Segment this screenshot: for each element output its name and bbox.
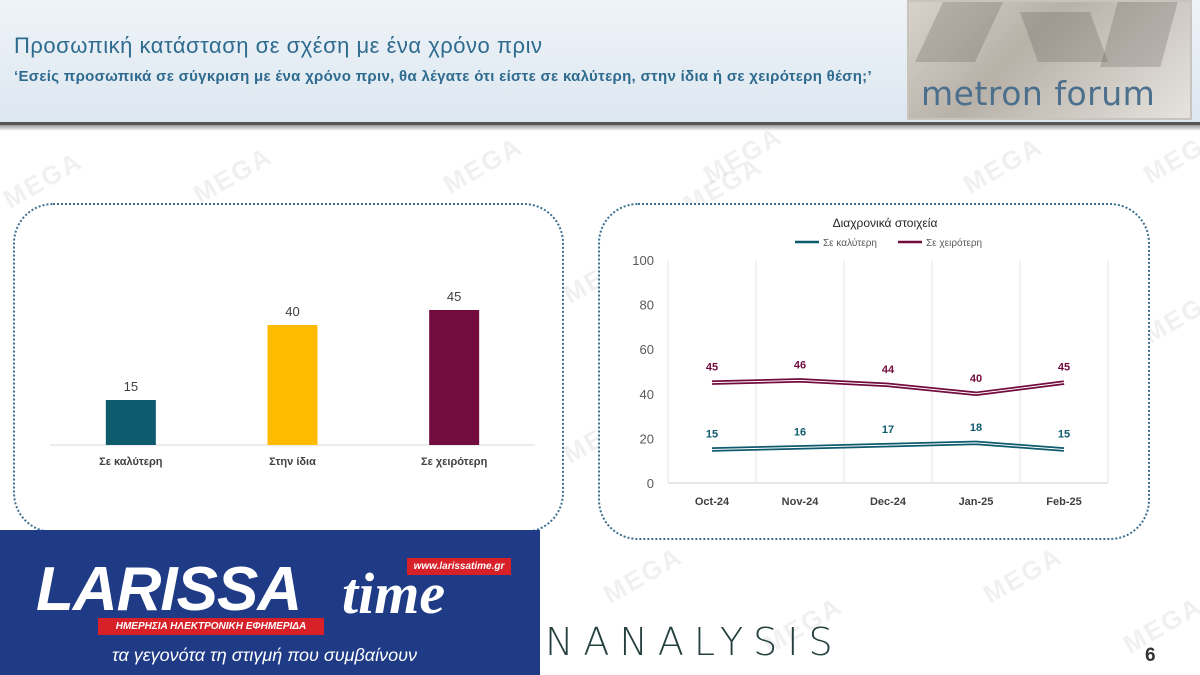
line-chart-panel: Διαχρονικά στοιχεία Σε καλύτερη Σε χειρότε… [598,203,1150,540]
mega-watermark: MEGA [978,540,1068,610]
y-tick-label: 40 [640,387,654,402]
bar-chart-panel: 15 Σε καλύτερη 40 Στην ίδια 45 Σε χειρότερη [13,203,564,533]
bar-value-label: 15 [124,379,138,394]
point-value-label: 46 [794,359,806,371]
banner-brand: LARISSA [36,555,302,624]
bar-value-label: 45 [447,289,461,304]
legend-label: Σε καλύτερη [823,237,877,249]
y-tick-label: 60 [640,342,654,357]
y-tick-label: 0 [647,476,654,491]
series-line-highlight [711,442,1065,451]
mega-watermark: MEGA [1118,590,1200,660]
point-value-label: 18 [970,422,982,434]
x-tick-label: Oct-24 [695,496,730,508]
logo-text: metron forum 2.0 [921,74,1156,118]
x-tick-label: Nov-24 [782,496,820,508]
mega-watermark: MEGA [188,140,278,210]
banner-subline: ΗΜΕΡΗΣΙΑ ΗΛΕΚΤΡΟΝΙΚΗ ΕΦΗΜΕΡΙΔΑ [98,618,324,635]
bar [105,400,156,445]
bar [267,325,318,445]
series-line-highlight [711,379,1065,395]
header-shadow [0,125,1200,131]
point-value-label: 40 [970,373,982,385]
y-tick-label: 80 [640,298,654,313]
point-value-label: 17 [882,424,894,436]
slide-subtitle: ‘Εσείς προσωπικά σε σύγκριση με ένα χρόν… [14,68,872,85]
mega-watermark: MEGA [438,130,528,200]
bar [429,310,480,445]
bar-value-label: 40 [285,304,299,319]
bar-category-label: Στην ίδια [269,456,316,468]
point-value-label: 45 [1058,362,1070,374]
bar-chart: 15 Σε καλύτερη 40 Στην ίδια 45 Σε χειρότερη [50,289,535,468]
mega-watermark: MEGA [958,130,1048,200]
mega-watermark: MEGA [598,540,688,610]
x-tick-label: Feb-25 [1046,496,1081,508]
mega-watermark: MEGA [1138,120,1200,190]
bar-category-label: Σε χειρότερη [421,456,488,468]
metron-forum-logo: metron forum 2.0 [907,0,1192,120]
banner-tagline: τα γεγονότα τη στιγμή που συμβαίνουν [112,645,417,665]
point-value-label: 15 [706,429,718,441]
point-value-label: 44 [882,364,895,376]
bar-category-label: Σε καλύτερη [99,456,163,468]
banner-url[interactable]: www.larissatime.gr [407,558,511,575]
mega-watermark: MEGA [698,120,788,190]
line-chart: Διαχρονικά στοιχεία Σε καλύτερη Σε χειρότε… [632,216,1109,508]
point-value-label: 16 [794,426,806,438]
y-tick-label: 20 [640,431,654,446]
x-tick-label: Dec-24 [870,496,907,508]
y-tick-label: 100 [632,253,654,268]
larissatime-banner [0,530,540,675]
page-number: 6 [1145,645,1156,666]
slide-header: Προσωπική κατάσταση σε σχέση με ένα χρόν… [0,0,1200,125]
chart-title: Διαχρονικά στοιχεία [833,216,938,230]
point-value-label: 45 [706,362,718,374]
analysis-logo: NANALYSIS [545,620,843,664]
legend-label: Σε χειρότερη [926,237,982,249]
series-line [711,378,1065,397]
slide-title: Προσωπική κατάσταση σε σχέση με ένα χρόν… [14,33,543,58]
point-value-label: 15 [1058,429,1070,441]
x-tick-label: Jan-25 [959,496,994,508]
